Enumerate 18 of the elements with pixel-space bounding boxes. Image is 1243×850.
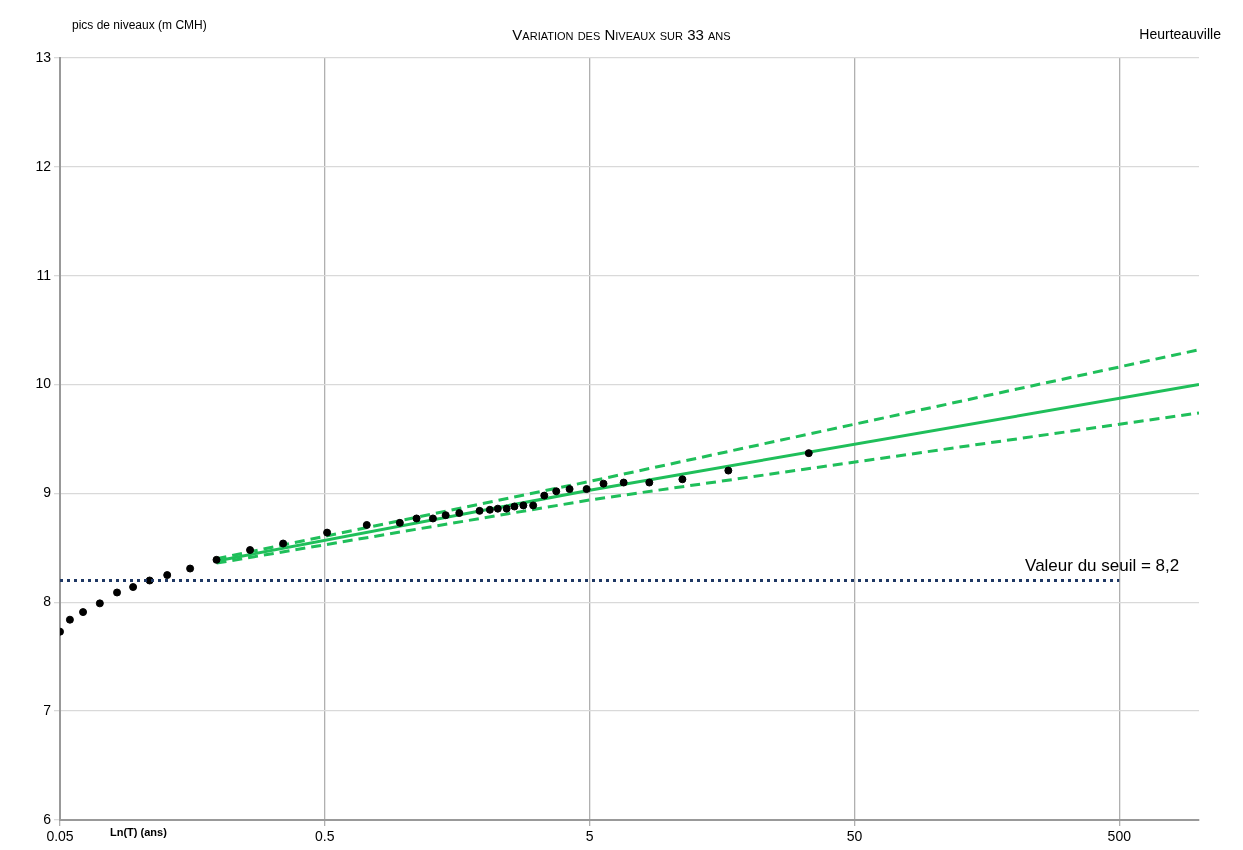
y-tick-label: 13 — [35, 48, 52, 65]
chart-subtitle: Heurteauville — [1139, 26, 1221, 42]
x-tick-label: 0.05 — [46, 828, 74, 845]
x-axis-title: Ln(T) (ans) — [110, 826, 167, 838]
ref-line-label: Valeur du seuil = 8,2 — [1025, 555, 1180, 575]
chart-title: Variation des Niveaux sur 33 ans — [512, 26, 731, 43]
x-tick-label: 0.5 — [315, 828, 335, 845]
y-tick-label: 6 — [43, 810, 52, 827]
x-tick-label: 5 — [585, 828, 594, 845]
y-tick-label: 7 — [43, 702, 52, 718]
x-tick-label: 500 — [1107, 828, 1132, 845]
y-tick-label: 12 — [35, 157, 52, 174]
y-tick-label: 11 — [36, 266, 52, 283]
x-tick-label: 50 — [846, 828, 863, 845]
y-tick-label: 10 — [35, 375, 52, 392]
y-axis-title: pics de niveaux (m CMH) — [72, 18, 207, 32]
y-tick-label: 9 — [43, 484, 52, 501]
y-tick-label: 8 — [43, 593, 52, 610]
